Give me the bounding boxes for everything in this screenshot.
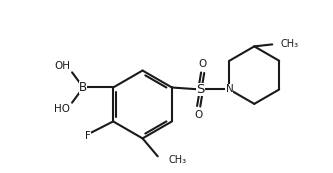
Text: B: B xyxy=(79,81,87,94)
Text: CH₃: CH₃ xyxy=(280,39,298,49)
Text: F: F xyxy=(85,131,91,141)
Text: OH: OH xyxy=(54,61,70,71)
Text: CH₃: CH₃ xyxy=(169,155,187,165)
Text: N: N xyxy=(225,84,233,94)
Text: S: S xyxy=(196,83,205,96)
Text: HO: HO xyxy=(54,104,70,114)
Text: O: O xyxy=(198,59,207,69)
Text: O: O xyxy=(194,110,203,120)
